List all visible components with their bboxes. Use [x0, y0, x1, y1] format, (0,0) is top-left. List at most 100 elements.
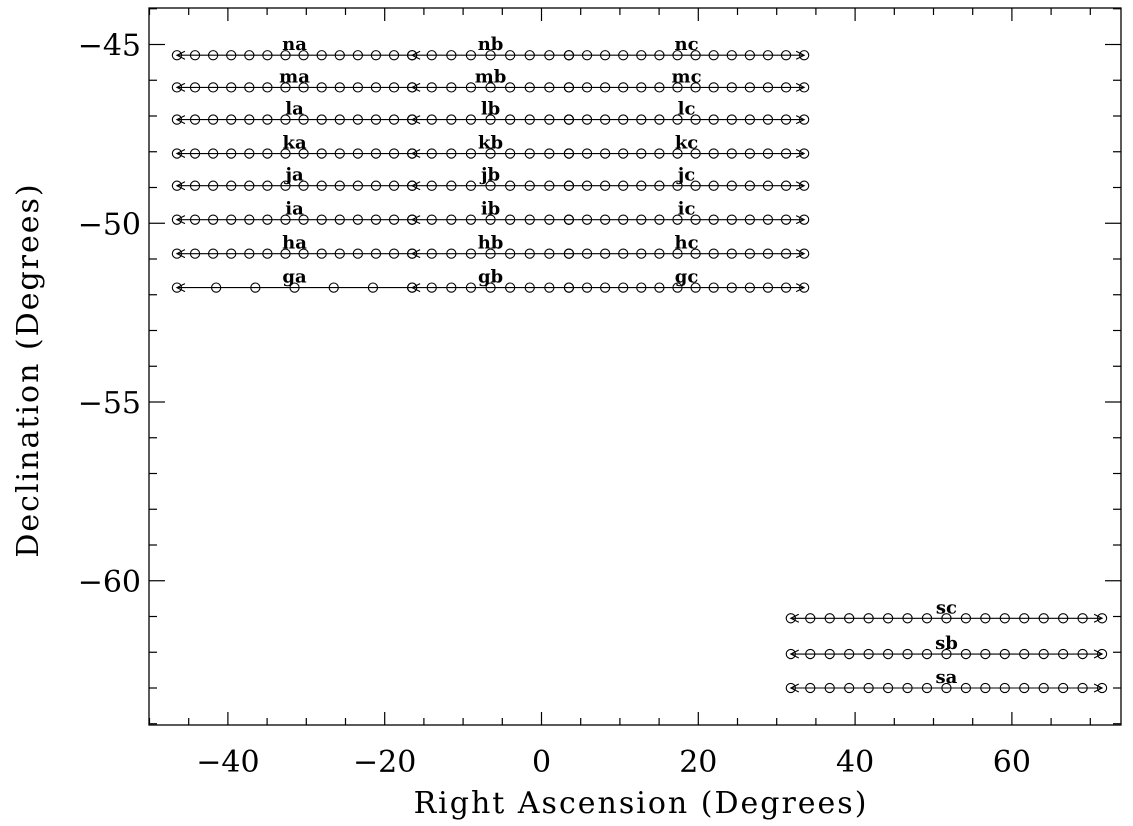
strip-arrow: [410, 181, 421, 191]
pointing-marker: [280, 82, 291, 93]
pointing-marker: [244, 180, 255, 191]
strip-arrow: [175, 115, 186, 125]
pointing-marker: [762, 148, 774, 159]
pointing-marker: [189, 180, 201, 191]
pointing-marker: [999, 648, 1010, 660]
pointing-marker: [334, 248, 345, 259]
pointing-marker: [636, 50, 647, 61]
strip-label: jb: [479, 165, 500, 186]
pointing-marker: [960, 613, 972, 624]
strip-arrow: [175, 181, 186, 191]
strip-na: na: [171, 34, 418, 61]
x-tick-label: 60: [993, 745, 1031, 780]
pointing-marker: [805, 682, 816, 694]
strip-kb: kb: [406, 133, 575, 159]
pointing-marker: [544, 180, 555, 191]
pointing-marker: [960, 648, 972, 660]
strip-label: nc: [675, 34, 699, 55]
pointing-marker: [762, 248, 774, 259]
strip-hc: hc: [563, 233, 810, 259]
pointing-marker: [672, 282, 683, 293]
pointing-marker: [762, 282, 774, 293]
pointing-marker: [280, 50, 291, 61]
pointing-marker: [262, 148, 273, 159]
pointing-marker: [544, 214, 555, 225]
pointing-marker: [189, 114, 201, 125]
pointing-marker: [446, 180, 457, 191]
pointing-marker: [226, 148, 237, 159]
strip-mb: mb: [406, 66, 575, 93]
pointing-marker: [726, 50, 737, 61]
pointing-marker: [1077, 682, 1088, 694]
pointing-marker: [599, 214, 611, 225]
pointing-marker: [171, 214, 183, 225]
strip-label: kc: [675, 133, 698, 154]
pointing-marker: [171, 114, 183, 125]
pointing-marker: [406, 114, 418, 125]
pointing-marker: [708, 82, 719, 93]
strip-ga: ga: [171, 267, 418, 293]
pointing-marker: [352, 148, 364, 159]
pointing-marker: [280, 114, 291, 125]
strip-arrow: [795, 181, 806, 191]
strip-label: ja: [283, 165, 304, 186]
pointing-marker: [636, 114, 647, 125]
strip-arrow: [1093, 613, 1104, 623]
pointing-marker: [485, 148, 496, 159]
strip-ja: ja: [171, 165, 418, 191]
strip-label: ia: [285, 199, 304, 220]
pointing-marker: [280, 248, 291, 259]
pointing-marker: [207, 114, 219, 125]
pointing-marker: [798, 114, 810, 125]
strip-label: sc: [936, 597, 957, 618]
pointing-marker: [406, 148, 418, 159]
pointing-marker: [744, 248, 756, 259]
pointing-marker: [465, 248, 477, 259]
pointing-marker: [785, 613, 796, 624]
survey-strips: na nb nc ma mb mc la lb lc ka kb kc ja jb jc ia ib ic ha hb…: [171, 34, 1108, 694]
pointing-marker: [672, 148, 683, 159]
strip-nb: nb: [406, 34, 575, 61]
pointing-marker: [244, 148, 255, 159]
pointing-marker: [798, 148, 810, 159]
pointing-marker: [726, 114, 737, 125]
strip-label: gc: [675, 267, 699, 288]
pointing-marker: [544, 82, 555, 93]
pointing-marker: [785, 648, 796, 660]
pointing-marker: [226, 214, 237, 225]
pointing-marker: [446, 114, 457, 125]
pointing-marker: [618, 282, 629, 293]
pointing-marker: [780, 282, 792, 293]
pointing-marker: [334, 82, 345, 93]
pointing-marker: [504, 214, 516, 225]
x-axis-title: Right Ascension (Degrees): [414, 786, 869, 821]
pointing-marker: [780, 50, 792, 61]
y-axis-title: Declination (Degrees): [11, 182, 46, 557]
pointing-marker: [805, 613, 816, 624]
strip-ma: ma: [171, 66, 418, 93]
strip-jb: jb: [406, 165, 575, 191]
strip-label: ic: [678, 199, 696, 220]
pointing-marker: [334, 180, 345, 191]
pointing-marker: [690, 248, 701, 259]
pointing-marker: [298, 50, 309, 61]
pointing-marker: [636, 180, 647, 191]
pointing-marker: [316, 180, 327, 191]
pointing-marker: [244, 114, 255, 125]
strip-label: hb: [478, 233, 504, 254]
pointing-marker: [744, 82, 756, 93]
pointing-marker: [563, 248, 575, 259]
pointing-marker: [672, 180, 683, 191]
pointing-marker: [599, 180, 611, 191]
pointing-marker: [690, 114, 701, 125]
pointing-marker: [189, 248, 201, 259]
pointing-marker: [654, 248, 665, 259]
pointing-marker: [599, 282, 611, 293]
strip-arrow: [410, 82, 421, 92]
pointing-marker: [563, 180, 575, 191]
pointing-marker: [298, 248, 309, 259]
strip-gc: gc: [563, 267, 810, 293]
pointing-marker: [563, 282, 575, 293]
pointing-marker: [316, 114, 327, 125]
strip-ha: ha: [171, 233, 418, 259]
